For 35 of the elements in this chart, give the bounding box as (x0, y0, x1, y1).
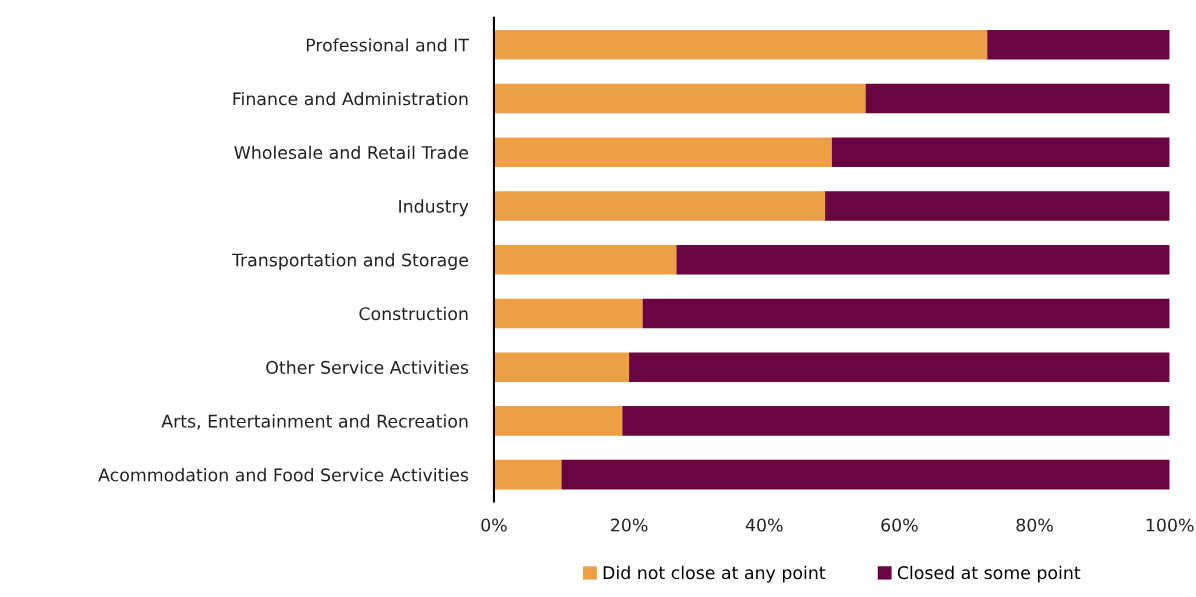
x-tick-label: 60% (881, 518, 918, 532)
bar (493, 352, 630, 382)
bar (493, 406, 623, 436)
bar (642, 298, 1170, 329)
bar (622, 406, 1170, 436)
y-tick-label: Wholesale and Retail Trade (234, 145, 469, 160)
bar (493, 244, 677, 275)
x-tick-label: 80% (1016, 518, 1053, 532)
bar (493, 30, 988, 60)
y-tick-label: Professional and IT (306, 38, 469, 52)
legend-label: Closed at some point (897, 565, 1081, 583)
y-tick-label: Finance and Administration (233, 91, 468, 106)
x-tick-label: 0% (481, 518, 507, 532)
bar (987, 30, 1170, 60)
bar (831, 137, 1170, 168)
bar (493, 137, 832, 168)
bar (676, 244, 1170, 275)
y-tick-label: Industry (399, 199, 469, 217)
bar (865, 83, 1170, 114)
legend-label: Did not close at any point (603, 565, 826, 583)
y-tick-label: Transportation and Storage (231, 253, 469, 270)
x-tick-label: 40% (745, 518, 783, 532)
bar (629, 352, 1170, 382)
y-tick-label: Acommodation and Food Service Activities (98, 468, 469, 482)
bar (825, 191, 1170, 221)
x-tick-label: 20% (611, 518, 648, 532)
bar (561, 459, 1170, 490)
bar (493, 459, 562, 490)
bar (493, 191, 826, 221)
bar (493, 298, 643, 329)
y-tick-label: Other Service Activities (266, 360, 469, 374)
x-tick-label: 100% (1146, 518, 1194, 532)
y-tick-label: Arts, Entertainment and Recreation (161, 414, 468, 430)
bar (493, 83, 866, 114)
y-tick-label: Construction (359, 306, 468, 321)
